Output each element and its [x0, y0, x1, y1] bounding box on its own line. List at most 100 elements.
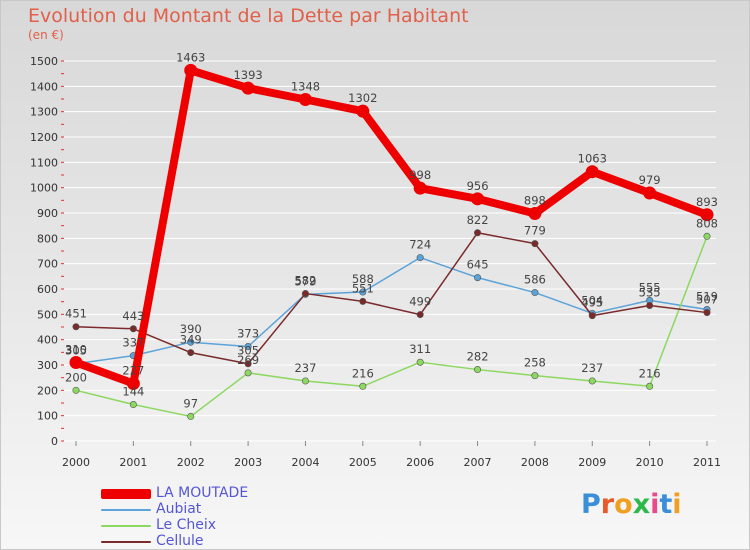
- data-label: 237: [581, 361, 603, 375]
- data-point: [588, 312, 596, 320]
- legend-label: Aubiat: [156, 501, 202, 517]
- y-tick-label: 1500: [30, 55, 58, 68]
- y-tick-label: 200: [37, 384, 58, 397]
- series-line-aubiat: [75, 256, 708, 365]
- data-point: [646, 301, 654, 309]
- data-label: 555: [639, 280, 661, 294]
- data-label: 779: [524, 224, 546, 238]
- series-line-le-cheix: [75, 235, 708, 418]
- series-line-cellule: [75, 232, 708, 365]
- x-tick-label: 2004: [291, 456, 319, 469]
- data-point: [585, 165, 599, 179]
- y-tick-label: 800: [37, 232, 58, 245]
- y-tick-label: 400: [37, 334, 58, 347]
- data-point: [703, 232, 711, 240]
- x-tick-label: 2003: [234, 456, 262, 469]
- x-tick-label: 2002: [177, 456, 205, 469]
- data-point: [528, 207, 542, 221]
- y-tick-label: 900: [37, 207, 58, 220]
- data-label: 998: [409, 168, 431, 182]
- y-tick-label: 1100: [30, 156, 58, 169]
- data-point: [129, 401, 137, 409]
- x-tick-label: 2007: [464, 456, 492, 469]
- data-label: 200: [65, 370, 87, 384]
- data-label: 1302: [348, 91, 377, 105]
- data-point: [187, 338, 195, 346]
- data-point: [700, 208, 714, 222]
- y-tick-label: 100: [37, 410, 58, 423]
- data-point: [72, 323, 80, 331]
- proxiti-logo: Proxiti: [581, 489, 682, 520]
- data-label: 519: [696, 290, 718, 304]
- chart-title: Evolution du Montant de la Dette par Hab…: [28, 5, 469, 27]
- x-tick-label: 2010: [636, 456, 664, 469]
- data-point: [471, 192, 485, 206]
- data-label: 390: [180, 322, 202, 336]
- x-tick-label: 2008: [521, 456, 549, 469]
- data-point: [359, 288, 367, 296]
- data-label: 258: [524, 356, 546, 370]
- x-tick-label: 2011: [693, 456, 721, 469]
- data-point: [72, 386, 80, 394]
- data-label: 216: [352, 366, 374, 380]
- y-tick-label: 300: [37, 359, 58, 372]
- data-point: [129, 325, 137, 333]
- data-point: [416, 358, 424, 366]
- data-point: [356, 104, 370, 118]
- data-point: [643, 186, 657, 200]
- data-label: 1063: [578, 152, 607, 166]
- legend-label: Cellule: [156, 533, 204, 549]
- data-point: [69, 355, 83, 369]
- data-label: 269: [237, 353, 259, 367]
- data-point: [413, 181, 427, 195]
- data-point: [298, 93, 312, 107]
- data-label: 495: [581, 296, 603, 310]
- series-line-la-moutade: [72, 66, 711, 388]
- y-tick-label: 1200: [30, 131, 58, 144]
- y-tick-label: 1000: [30, 182, 58, 195]
- data-point: [359, 382, 367, 390]
- data-label: 822: [467, 213, 489, 227]
- data-point: [646, 382, 654, 390]
- data-label: 898: [524, 194, 546, 208]
- data-label: 1348: [291, 80, 320, 94]
- data-label: 893: [696, 195, 718, 209]
- data-label: 551: [352, 281, 374, 295]
- x-tick-label: 2006: [406, 456, 434, 469]
- data-point: [531, 240, 539, 248]
- data-point: [531, 289, 539, 297]
- y-tick-label: 1400: [30, 80, 58, 93]
- data-label: 979: [639, 173, 661, 187]
- data-point: [244, 343, 252, 351]
- legend-swatch: [101, 509, 151, 511]
- data-point: [126, 376, 140, 390]
- data-point: [703, 309, 711, 317]
- data-label: 282: [467, 350, 489, 364]
- data-label: 645: [467, 258, 489, 272]
- data-point: [244, 369, 252, 377]
- y-tick-label: 500: [37, 308, 58, 321]
- y-tick-label: 700: [37, 258, 58, 271]
- data-label: 588: [352, 272, 374, 286]
- data-label: 237: [294, 361, 316, 375]
- data-point: [187, 349, 195, 357]
- data-label: 451: [65, 307, 87, 321]
- data-label: 724: [409, 238, 431, 252]
- data-label: 305: [237, 344, 259, 358]
- data-label: 582: [294, 274, 316, 288]
- chart-subtitle: (en €): [28, 28, 64, 42]
- data-label: 535: [639, 285, 661, 299]
- data-point: [301, 290, 309, 298]
- data-label: 1393: [233, 68, 262, 82]
- data-label: 579: [294, 274, 316, 288]
- data-point: [244, 360, 252, 368]
- data-point: [531, 372, 539, 380]
- data-label: 311: [409, 342, 431, 356]
- data-label: 216: [639, 366, 661, 380]
- x-tick-label: 2001: [119, 456, 147, 469]
- x-tick-label: 2000: [62, 456, 90, 469]
- data-label: 1463: [176, 50, 205, 64]
- data-point: [301, 377, 309, 385]
